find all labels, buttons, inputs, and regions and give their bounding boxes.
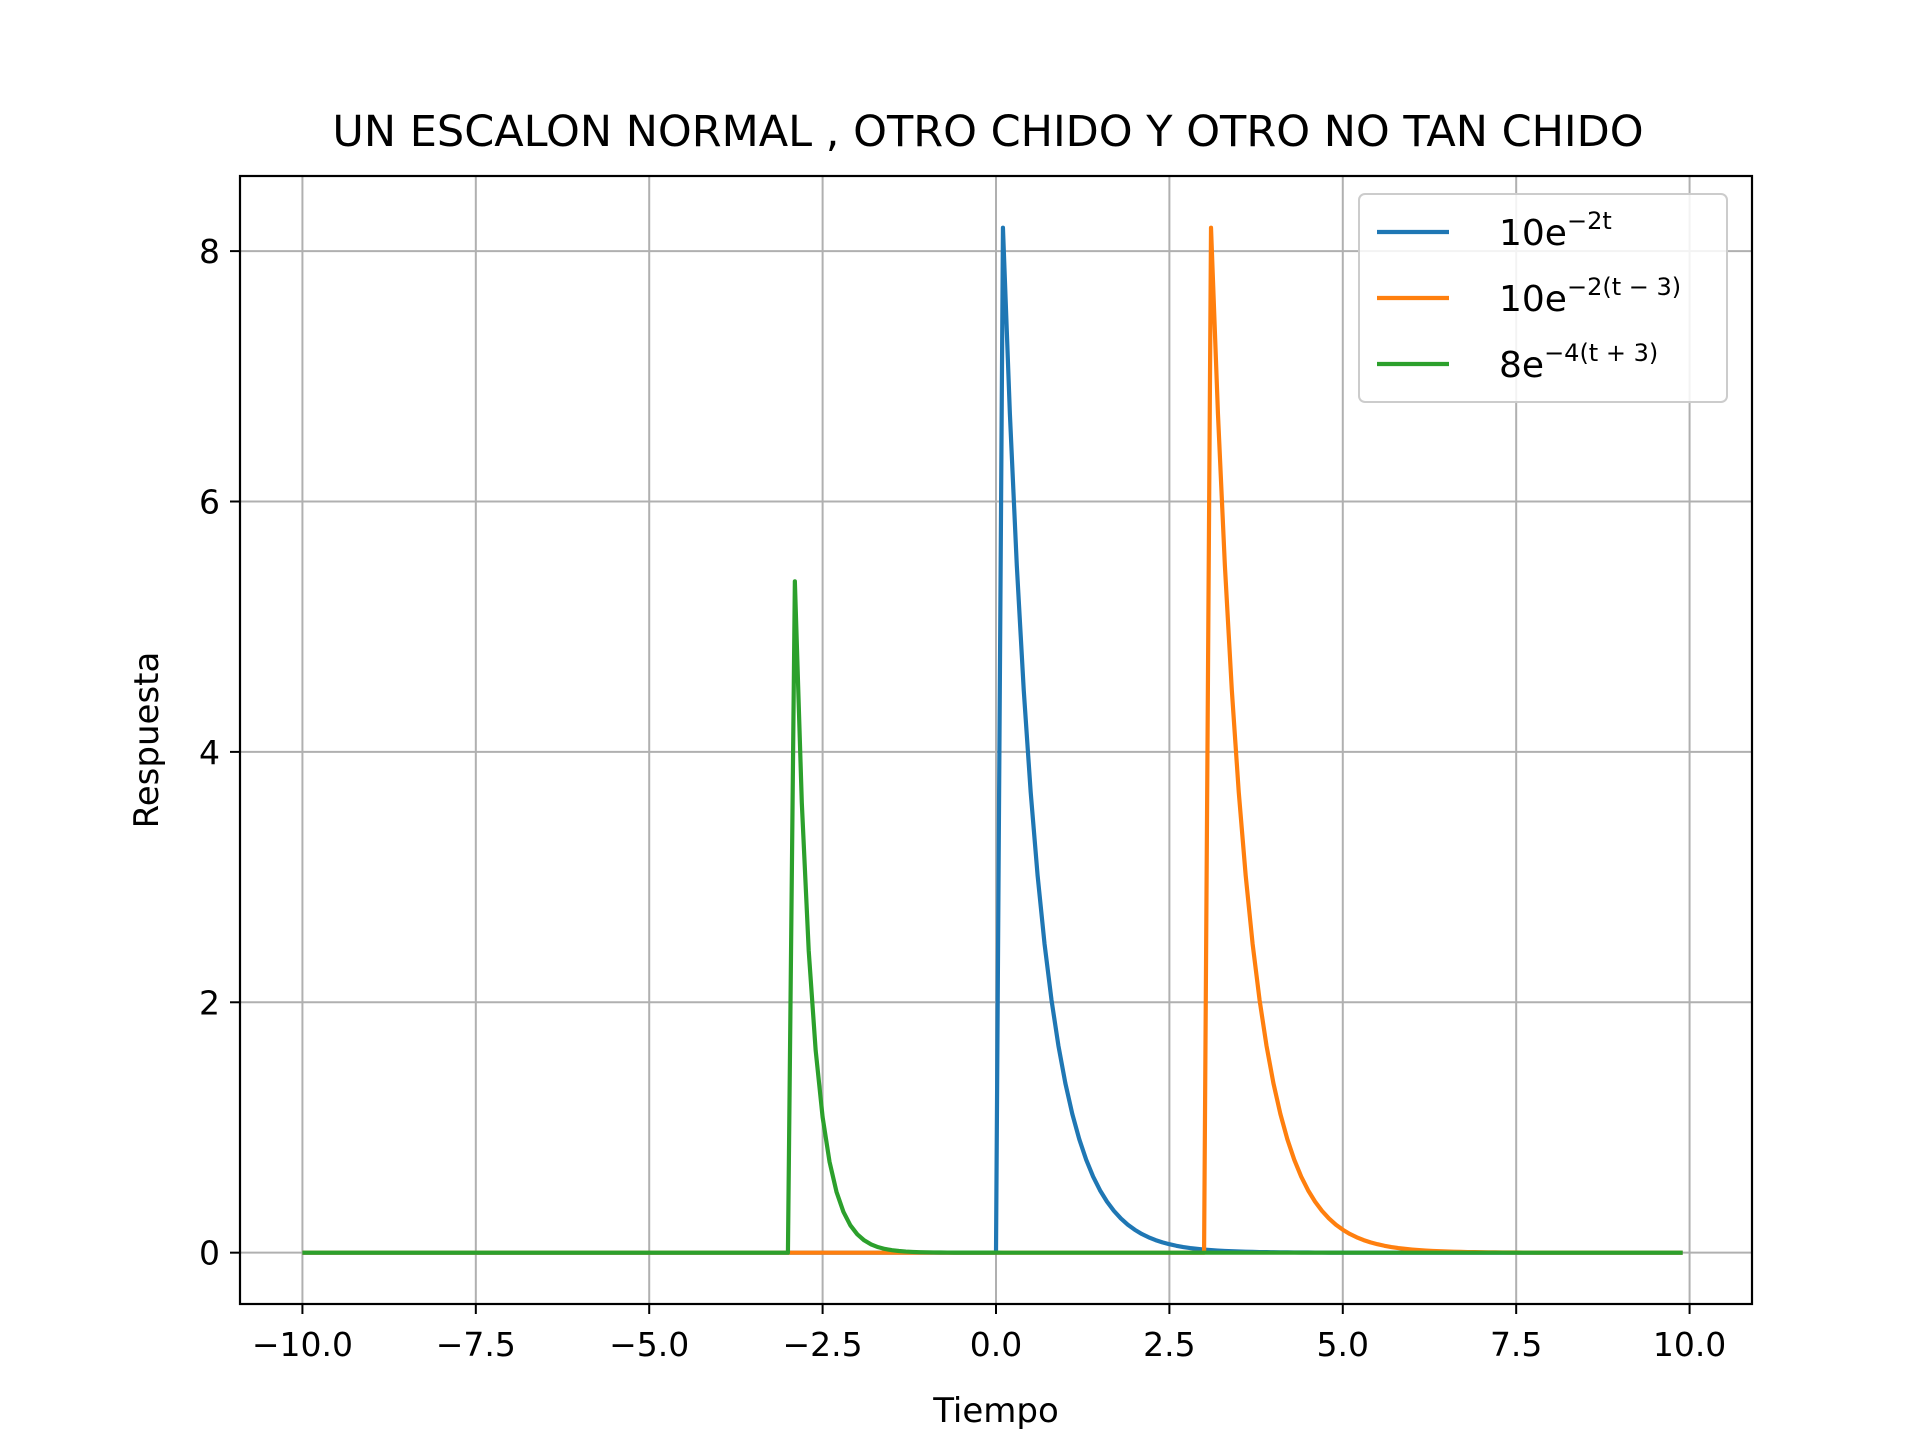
x-tick-label: 0.0 (970, 1325, 1022, 1364)
x-tick-label: −2.5 (783, 1325, 863, 1364)
y-tick-label: 2 (199, 983, 220, 1022)
x-tick-label: −5.0 (609, 1325, 689, 1364)
x-axis-label: Tiempo (932, 1391, 1059, 1431)
x-tick-label: 7.5 (1490, 1325, 1542, 1364)
legend-label-exponent: −2t (1567, 207, 1612, 235)
y-tick-label: 8 (199, 232, 220, 271)
legend-label-base: 10e (1499, 279, 1567, 320)
y-axis-label: Respuesta (127, 652, 167, 829)
x-tick-label: −10.0 (252, 1325, 353, 1364)
series-line-3 (302, 579, 1683, 1255)
legend-label-base: 8e (1499, 345, 1544, 386)
legend-label: 10e−2(t − 3) (1499, 273, 1681, 320)
legend-label-base: 10e (1499, 213, 1567, 254)
x-axis: −10.0 −7.5 −5.0 −2.5 0.0 2.5 5.0 7.5 10.0 (252, 1304, 1726, 1364)
x-tick-label: −7.5 (436, 1325, 516, 1364)
legend-label-exponent: −4(t + 3) (1544, 339, 1658, 367)
x-tick-label: 10.0 (1653, 1325, 1726, 1364)
chart-title: UN ESCALON NORMAL , OTRO CHIDO Y OTRO NO… (332, 107, 1643, 157)
x-tick-label: 5.0 (1317, 1325, 1369, 1364)
series-group (302, 225, 1683, 1255)
y-axis: 0 2 4 6 8 (199, 232, 240, 1273)
legend-label: 10e−2t (1499, 207, 1612, 254)
legend-label: 8e−4(t + 3) (1499, 339, 1658, 386)
x-tick-label: 2.5 (1143, 1325, 1195, 1364)
legend-box (1358, 193, 1728, 403)
y-tick-label: 4 (199, 733, 220, 772)
legend-label-exponent: −2(t − 3) (1567, 273, 1681, 301)
y-tick-label: 0 (199, 1234, 220, 1273)
y-tick-label: 6 (199, 483, 220, 522)
